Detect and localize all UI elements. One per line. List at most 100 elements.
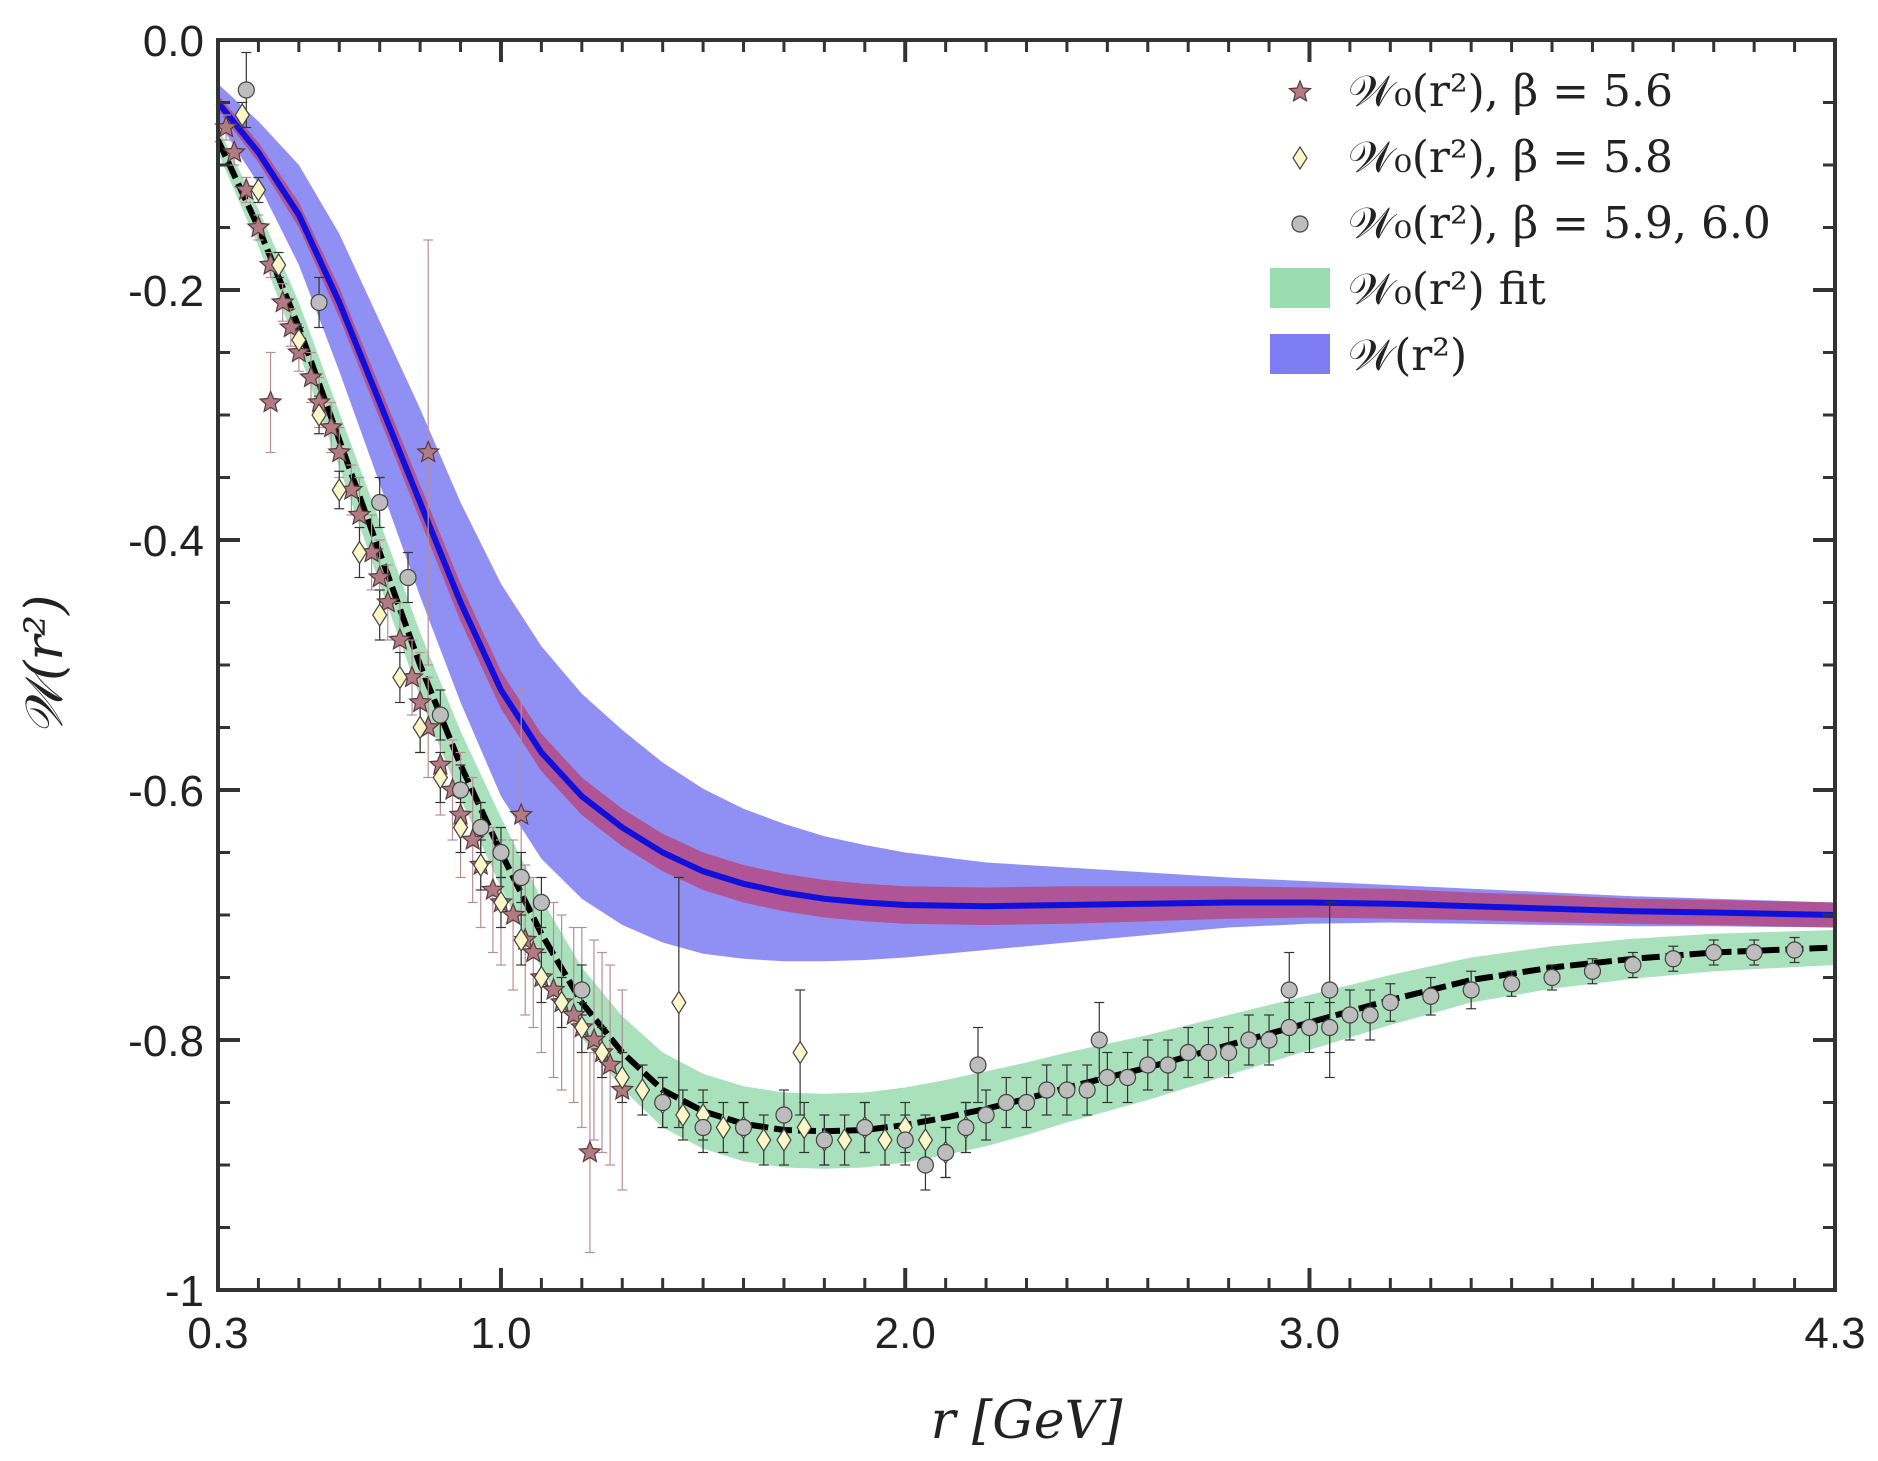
diamond-point [270, 252, 287, 278]
diamond-point [877, 1127, 893, 1153]
legend: 𝒲₀(r²), β = 5.6 𝒲₀(r²), β = 5.8 𝒲₀(r²), β … [1270, 66, 1771, 381]
diamond-point [917, 1127, 934, 1153]
circle-point [431, 706, 449, 724]
legend-label: 𝒲₀(r²), β = 5.8 [1348, 132, 1673, 183]
legend-circle-marker [1291, 215, 1309, 233]
circle-point [399, 568, 417, 587]
x-tick-labels: 0.3 1.0 2.0 3.0 4.3 [187, 1309, 1865, 1358]
diamond-point [792, 1040, 808, 1065]
diamond-point [756, 1127, 772, 1153]
circle-point [997, 1093, 1015, 1112]
legend-label: 𝒲₀(r²), β = 5.9, 6.0 [1348, 198, 1771, 249]
diamond-point [614, 1065, 630, 1090]
circle-point [1090, 1031, 1108, 1049]
diamond-point [513, 927, 529, 953]
x-tick-label: 0.3 [187, 1309, 248, 1358]
circle-point [1280, 981, 1298, 999]
star-point [480, 877, 505, 901]
star-point [577, 1139, 602, 1163]
circle-point [1017, 1093, 1036, 1112]
circle-point [1159, 1056, 1177, 1074]
circle-point [1321, 1018, 1339, 1037]
circle-point [1300, 1018, 1319, 1037]
star-point [258, 389, 283, 413]
circle-point [1664, 950, 1682, 968]
circle-point [310, 293, 328, 312]
circle-point [1361, 1006, 1379, 1024]
star-point [509, 802, 534, 826]
y-tick-label: -0.4 [128, 517, 204, 566]
circle-point [532, 893, 551, 912]
legend-green-swatch [1270, 268, 1330, 308]
diamond-point [412, 715, 428, 740]
circle-point [1321, 981, 1339, 999]
legend-star-marker [1287, 79, 1313, 103]
circle-point [734, 1118, 753, 1137]
diamond-point [473, 852, 489, 878]
star-point [270, 289, 295, 313]
star-point [521, 939, 546, 963]
star-point [367, 564, 392, 588]
circle-point [371, 493, 389, 512]
circle-point [856, 1118, 874, 1137]
diamond-point [553, 990, 570, 1015]
circle-point [1543, 968, 1561, 987]
circle-point [694, 1118, 712, 1137]
diamond-point [371, 602, 388, 628]
diamond-point [311, 402, 327, 428]
y-tick-label: -0.6 [128, 767, 204, 816]
circle-point [573, 981, 591, 999]
x-axis-label: r [GeV] [931, 1391, 1124, 1451]
circle-point [1624, 956, 1642, 974]
star-point [246, 214, 271, 238]
diamond-point [671, 990, 687, 1015]
diamond-point [574, 1015, 590, 1040]
circle-point [1280, 1018, 1298, 1037]
circle-point [969, 1056, 987, 1074]
circle-point [1139, 1056, 1157, 1074]
legend-label: 𝒲₀(r²), β = 5.6 [1348, 66, 1673, 117]
data-points [214, 81, 1804, 1174]
confidence-bands [218, 83, 1835, 1169]
circle-point [492, 843, 510, 862]
circle-point [977, 1106, 995, 1124]
legend-blue-swatch [1270, 334, 1330, 374]
star-point [388, 627, 412, 651]
blue-band [218, 83, 1835, 962]
star-point [347, 502, 372, 526]
circle-point [1179, 1043, 1197, 1062]
circle-point [1422, 987, 1440, 1005]
diamond-point [452, 815, 469, 840]
x-tick-label: 4.3 [1804, 1309, 1865, 1358]
diamond-point [234, 102, 250, 128]
star-point [327, 439, 352, 463]
star-point [278, 314, 303, 338]
y-tick-labels: 0.0 -0.2 -0.4 -0.6 -0.8 -1 [128, 17, 204, 1316]
circle-point [1341, 1006, 1359, 1024]
diamond-point [351, 540, 368, 565]
circle-point [1502, 975, 1521, 993]
diamond-point [594, 1040, 610, 1065]
star-point [561, 1002, 586, 1026]
circle-point [1745, 943, 1763, 962]
diamond-point [533, 965, 550, 990]
diamond-point [291, 327, 307, 353]
circle-point [654, 1093, 672, 1112]
circle-point [916, 1156, 935, 1174]
star-point [319, 414, 344, 438]
legend-diamond-marker [1292, 145, 1308, 171]
diamond-point [634, 1077, 651, 1103]
axis-ticks [216, 38, 1837, 1292]
circle-point [1240, 1031, 1258, 1049]
circle-point [1199, 1043, 1218, 1062]
y-tick-label: -0.2 [128, 267, 204, 316]
circle-point [1785, 941, 1804, 959]
star-point [582, 1027, 606, 1051]
circle-point [1038, 1081, 1056, 1099]
star-point [460, 827, 485, 851]
legend-entry: 𝒲(r²) [1270, 330, 1467, 381]
circle-point [1705, 943, 1723, 962]
circle-point [815, 1131, 833, 1149]
legend-label: 𝒲(r²) [1348, 330, 1467, 381]
circle-point [1118, 1068, 1137, 1087]
